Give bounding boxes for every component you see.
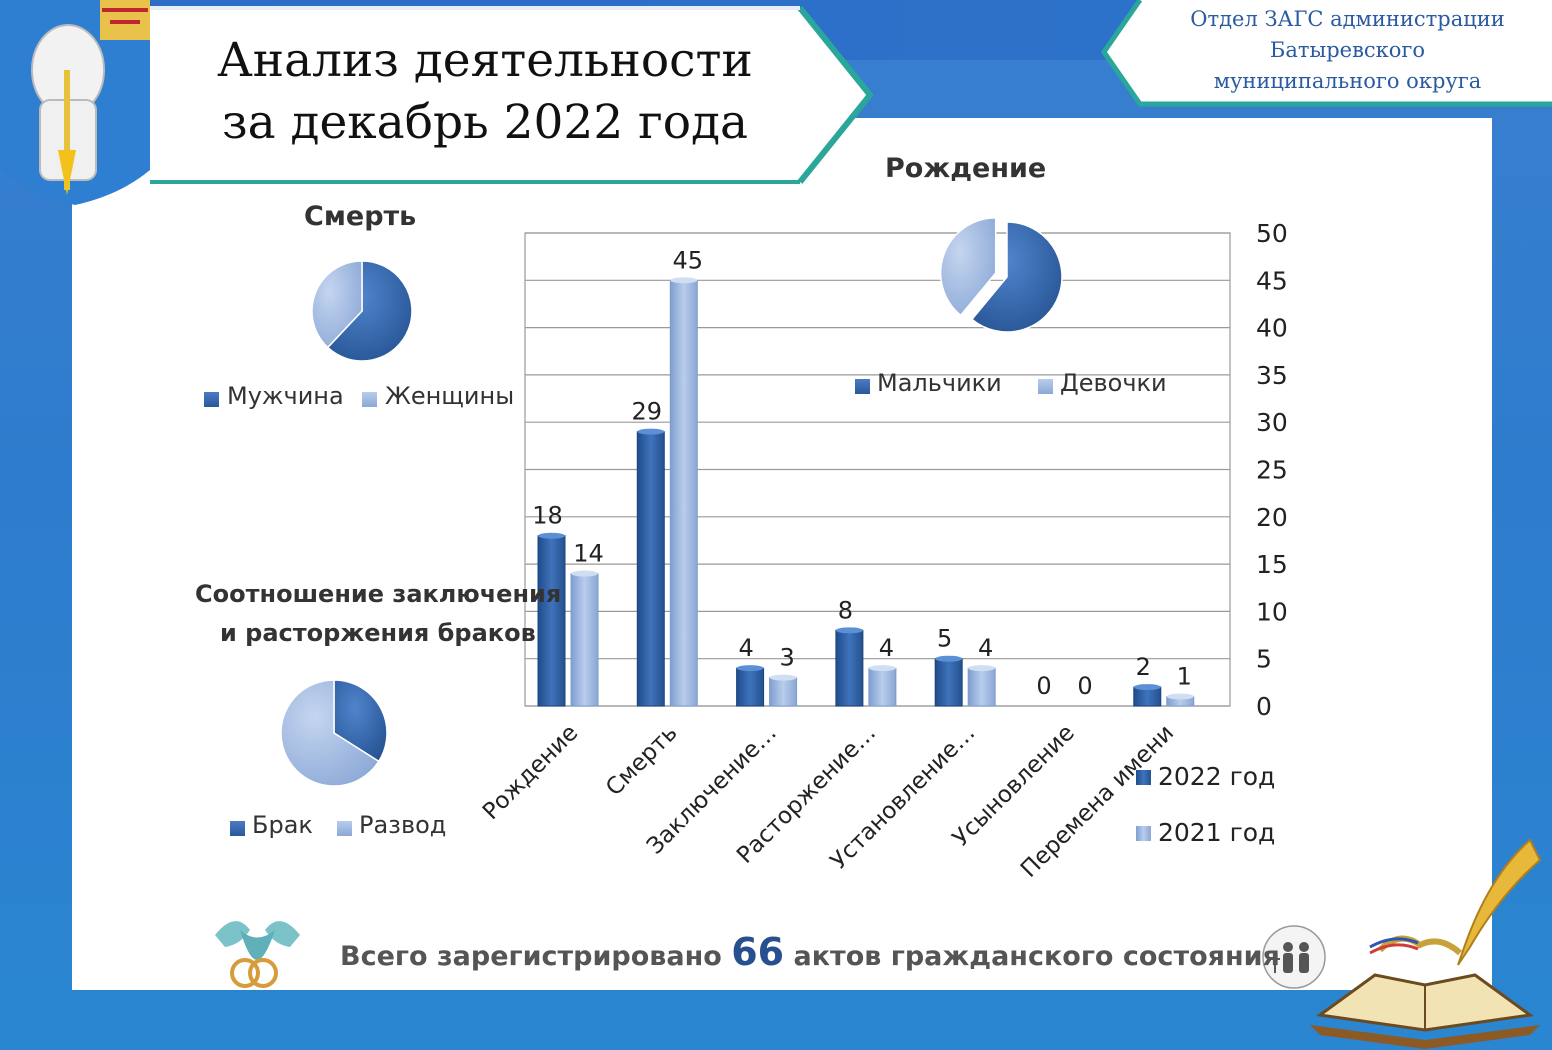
page-title-line2: за декабрь 2022 года	[221, 95, 749, 150]
org-name-line3: муниципального округа	[1213, 69, 1482, 93]
content-panel	[72, 118, 1492, 990]
legend-swatch-girls	[1038, 379, 1053, 394]
title-banner	[150, 6, 874, 184]
bar-value-label: 4	[738, 634, 753, 662]
bar-value-label: 45	[673, 246, 704, 274]
bar-value-label: 18	[532, 502, 563, 530]
bar-top	[538, 532, 565, 539]
family-scales-icon	[1262, 925, 1326, 989]
marriage-pie-title-line1: Соотношение заключения	[195, 580, 562, 608]
y-tick-label: 30	[1256, 408, 1288, 437]
doves-rings-icon	[215, 921, 300, 988]
org-name: Отдел ЗАГС администрации Батыревского му…	[1150, 4, 1545, 97]
legend-swatch-male	[204, 392, 219, 407]
x-tick-label: Рождение	[478, 720, 583, 825]
book-quill-icon	[1310, 838, 1542, 1049]
bar-value-label: 14	[573, 540, 604, 568]
footer-summary: Всего зарегистрировано 66 актов гражданс…	[340, 930, 1280, 974]
legend-swatch-year	[1136, 826, 1151, 841]
bar-top	[868, 665, 896, 672]
death-pie	[311, 260, 413, 362]
footer-text-after: актов гражданского состояния	[793, 941, 1280, 972]
y-tick-label: 20	[1256, 503, 1288, 532]
legend-divorce: Развод	[359, 811, 447, 839]
pie-slice	[970, 221, 1063, 333]
birth-pie	[939, 217, 1063, 333]
bar-2022	[835, 629, 864, 707]
legend-year: 2021 год	[1158, 818, 1275, 847]
legend-swatch-marriage	[230, 821, 245, 836]
bar-value-label: 4	[879, 634, 894, 662]
bar-top	[835, 627, 863, 634]
bar-value-label: 3	[779, 644, 794, 672]
y-tick-label: 15	[1256, 550, 1288, 579]
bar-2021	[769, 677, 798, 707]
legend-boys: Мальчики	[877, 369, 1002, 397]
bar-top	[637, 428, 665, 435]
bar-top	[736, 665, 764, 672]
bar-top	[571, 570, 598, 577]
footer-total: 66	[731, 930, 785, 974]
bar-2021	[570, 573, 599, 707]
bar-2022	[934, 658, 963, 707]
bar-2021	[669, 279, 698, 707]
pie-slice	[326, 260, 413, 362]
bar-2021	[868, 667, 897, 707]
bar-top	[670, 277, 698, 284]
birth-pie-title: Рождение	[885, 153, 1047, 184]
death-pie-title: Смерть	[304, 201, 417, 232]
pie-slice	[280, 679, 380, 787]
footer-text-before: Всего зарегистрировано	[340, 941, 722, 972]
pie-slice	[311, 260, 363, 349]
bar-value-label: 0	[1036, 672, 1051, 700]
coat-of-arms-icon	[0, 0, 150, 205]
legend-swatch-divorce	[337, 821, 352, 836]
y-tick-label: 40	[1256, 314, 1288, 343]
bar-2021	[967, 667, 996, 707]
bar-value-label: 5	[937, 625, 952, 653]
legend-swatch-boys	[855, 379, 870, 394]
page-title: Анализ деятельности за декабрь 2022 года	[150, 30, 820, 154]
bar-top	[1133, 684, 1161, 691]
pie-slice	[939, 217, 997, 317]
bar-value-label: 29	[632, 398, 663, 426]
bar-value-label: 1	[1177, 663, 1192, 691]
bar-top	[935, 655, 963, 662]
bar-top	[968, 665, 996, 672]
page-title-line1: Анализ деятельности	[217, 33, 753, 88]
bar-value-label: 4	[978, 634, 993, 662]
marriage-pie	[280, 679, 388, 787]
marriage-pie-title-line2: и расторжения браков	[220, 619, 536, 647]
y-tick-label: 45	[1256, 266, 1288, 295]
y-tick-label: 35	[1256, 361, 1288, 390]
bar-value-label: 2	[1136, 653, 1151, 681]
x-tick-label: Смерть	[601, 720, 682, 801]
bar-2022	[537, 535, 566, 707]
bar-2022	[736, 667, 765, 707]
legend-swatch-year	[1136, 770, 1151, 785]
y-tick-label: 0	[1256, 692, 1272, 721]
legend-girls: Девочки	[1060, 369, 1167, 397]
bar-2022	[636, 431, 665, 707]
y-tick-label: 50	[1256, 219, 1288, 248]
y-tick-label: 10	[1256, 597, 1288, 626]
org-name-line2: Батыревского	[1269, 38, 1426, 62]
legend-female: Женщины	[385, 382, 515, 410]
legend-male: Мужчина	[227, 382, 344, 410]
bar-top	[1166, 693, 1194, 700]
org-banner	[1100, 0, 1552, 107]
org-name-line1: Отдел ЗАГС администрации	[1190, 7, 1505, 31]
bar-top	[769, 674, 797, 681]
bar-value-label: 8	[838, 596, 853, 624]
y-tick-label: 5	[1256, 645, 1272, 674]
legend-year: 2022 год	[1158, 762, 1275, 791]
legend-swatch-female	[362, 392, 377, 407]
y-tick-label: 25	[1256, 456, 1288, 485]
bar-value-label: 0	[1077, 672, 1092, 700]
legend-marriage: Брак	[252, 811, 313, 839]
